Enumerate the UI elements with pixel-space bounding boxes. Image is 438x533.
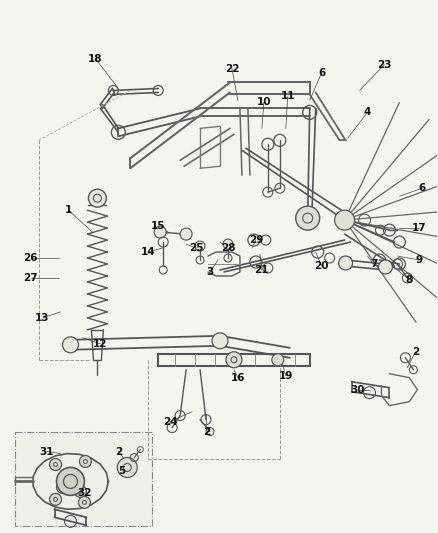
Circle shape	[49, 494, 61, 505]
Circle shape	[63, 337, 78, 353]
Text: 24: 24	[163, 417, 177, 426]
Text: 15: 15	[151, 221, 166, 231]
Text: 2: 2	[115, 447, 122, 457]
Text: 9: 9	[416, 255, 423, 265]
Text: 19: 19	[279, 371, 293, 381]
Text: 26: 26	[23, 253, 38, 263]
Text: 6: 6	[419, 183, 426, 193]
Text: 23: 23	[377, 60, 392, 69]
Text: 11: 11	[280, 92, 295, 101]
Circle shape	[212, 333, 228, 349]
Text: 22: 22	[225, 63, 239, 74]
Circle shape	[78, 496, 90, 508]
Text: 10: 10	[257, 98, 271, 108]
Circle shape	[154, 226, 166, 238]
Circle shape	[74, 486, 86, 497]
Text: 25: 25	[189, 243, 203, 253]
Text: 7: 7	[370, 259, 377, 269]
Text: 29: 29	[249, 235, 263, 245]
Circle shape	[79, 456, 92, 467]
Circle shape	[49, 458, 61, 471]
Text: 17: 17	[412, 223, 427, 233]
Circle shape	[117, 457, 137, 478]
Text: 2: 2	[412, 347, 419, 357]
Circle shape	[57, 467, 85, 495]
Text: 14: 14	[141, 247, 155, 257]
Circle shape	[272, 354, 284, 366]
Text: 16: 16	[231, 373, 245, 383]
Text: 20: 20	[314, 261, 329, 271]
Text: 30: 30	[350, 385, 365, 394]
Circle shape	[335, 210, 355, 230]
Text: 28: 28	[221, 243, 235, 253]
Text: 21: 21	[254, 265, 269, 275]
Text: 4: 4	[364, 108, 371, 117]
Circle shape	[57, 481, 68, 494]
Text: 27: 27	[23, 273, 38, 283]
Circle shape	[226, 352, 242, 368]
Text: 8: 8	[406, 275, 413, 285]
Text: 18: 18	[88, 53, 102, 63]
Circle shape	[378, 260, 392, 274]
Text: 6: 6	[318, 68, 325, 77]
Text: 5: 5	[119, 466, 126, 477]
Circle shape	[296, 206, 320, 230]
Text: 32: 32	[77, 488, 92, 498]
Text: 2: 2	[203, 426, 211, 437]
Text: 1: 1	[65, 205, 72, 215]
Text: 31: 31	[39, 447, 54, 457]
Circle shape	[180, 228, 192, 240]
Text: 13: 13	[35, 313, 50, 323]
Bar	[14, 432, 152, 526]
Text: 12: 12	[93, 339, 108, 349]
Circle shape	[339, 256, 353, 270]
Text: 3: 3	[206, 267, 214, 277]
Circle shape	[223, 239, 233, 249]
Circle shape	[88, 189, 106, 207]
Circle shape	[195, 241, 205, 251]
